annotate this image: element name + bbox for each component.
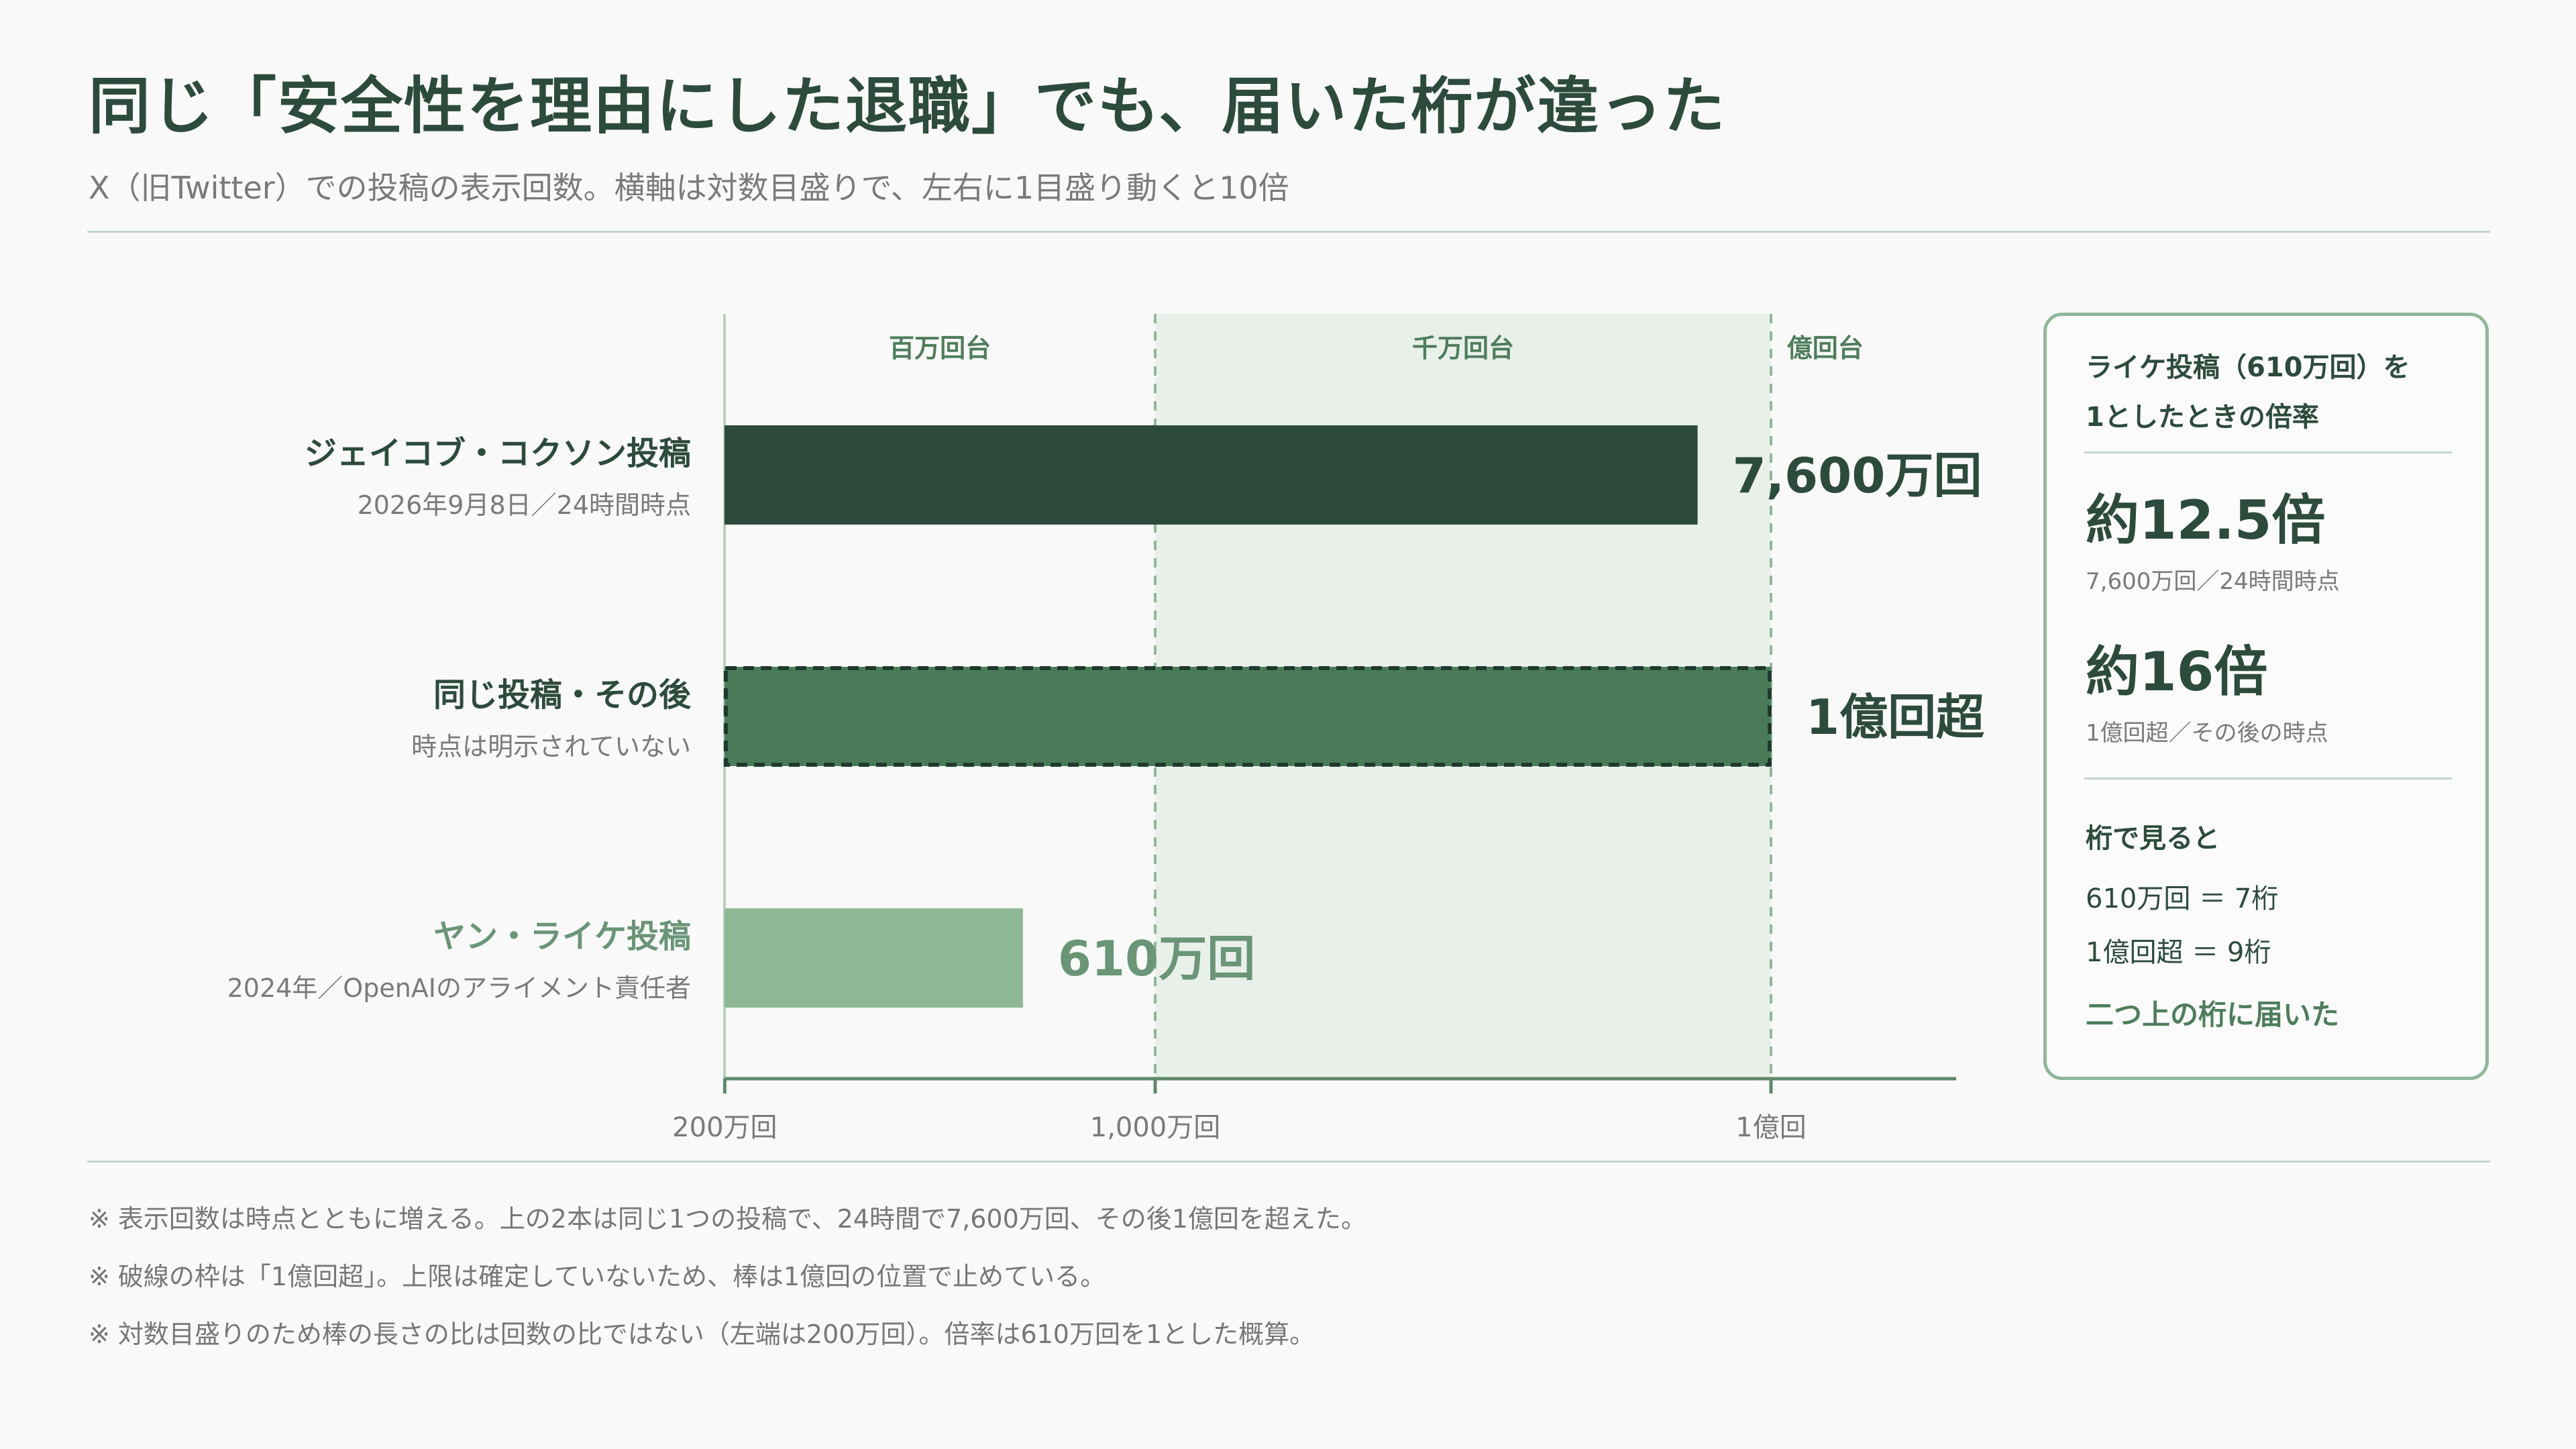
bar-value-label: 610万回 [1058, 930, 1255, 987]
digits-line-2: 1億回超 ＝ 9桁 [2086, 937, 2271, 968]
bar [724, 908, 1023, 1008]
bar [724, 425, 1698, 525]
panel-heading-line2: 1としたときの倍率 [2086, 402, 2319, 433]
ratio-1: 約12.5倍 [2086, 489, 2326, 551]
bar-category-title: ジェイコブ・コクソン投稿 [304, 435, 691, 472]
bar-value-label: 1億回超 [1806, 689, 1985, 745]
ratio-2-note: 1億回超／その後の時点 [2086, 720, 2328, 747]
bar-dashed-frame [724, 666, 1772, 767]
header-divider [87, 231, 2490, 233]
bar-category-title: 同じ投稿・その後 [433, 676, 691, 714]
page-subtitle: X（旧Twitter）での投稿の表示回数。横軸は対数目盛りで、左右に1目盛り動く… [89, 170, 1289, 206]
bar-category-subtitle: 2026年9月8日／24時間時点 [357, 490, 691, 520]
digits-line-1: 610万回 ＝ 7桁 [2086, 883, 2279, 914]
panel-heading-line1: ライケ投稿（610万回）を [2086, 352, 2410, 383]
bar [724, 667, 1771, 766]
footnote-2: ※ 破線の枠は「1億回超」。上限は確定していないため、棒は1億回の位置で止めてい… [89, 1262, 1106, 1291]
band-label: 百万回台 [889, 333, 991, 363]
x-tick-label: 1,000万回 [1089, 1112, 1221, 1143]
panel-divider [2084, 451, 2452, 453]
ratio-2: 約16倍 [2086, 641, 2268, 703]
footer-divider [87, 1161, 2490, 1163]
bar-category-subtitle: 時点は明示されていない [411, 732, 691, 761]
panel-divider [2084, 777, 2452, 780]
bar-category-title: ヤン・ライケ投稿 [433, 918, 691, 955]
panel-heading: ライケ投稿（610万回）を 1としたときの倍率 [2086, 343, 2410, 442]
ratio-panel: ライケ投稿（610万回）を 1としたときの倍率 約12.5倍 7,600万回／2… [2043, 313, 2489, 1080]
page-title: 同じ「安全性を理由にした退職」でも、届いた桁が違った [89, 70, 1727, 142]
bar-value-label: 7,600万回 [1733, 447, 1982, 504]
footnote-1: ※ 表示回数は時点とともに増える。上の2本は同じ1つの投稿で、24時間で7,60… [89, 1204, 1366, 1234]
bar-chart: 7,600万回 1億回超 610万回 [722, 314, 1985, 1093]
ratio-1-note: 7,600万回／24時間時点 [2086, 568, 2340, 595]
x-tick-label: 200万回 [672, 1112, 777, 1143]
footnote-3: ※ 対数目盛りのため棒の長さの比は回数の比ではない（左端は200万回）。倍率は6… [89, 1320, 1316, 1349]
digits-conclusion: 二つ上の桁に届いた [2086, 998, 2340, 1031]
band-label: 億回台 [1786, 333, 1864, 363]
band-label: 千万回台 [1411, 333, 1515, 363]
digits-label: 桁で見ると [2086, 823, 2220, 854]
bar-category-subtitle: 2024年／OpenAIのアライメント責任者 [227, 973, 691, 1003]
x-tick-label: 1億回 [1735, 1112, 1807, 1143]
